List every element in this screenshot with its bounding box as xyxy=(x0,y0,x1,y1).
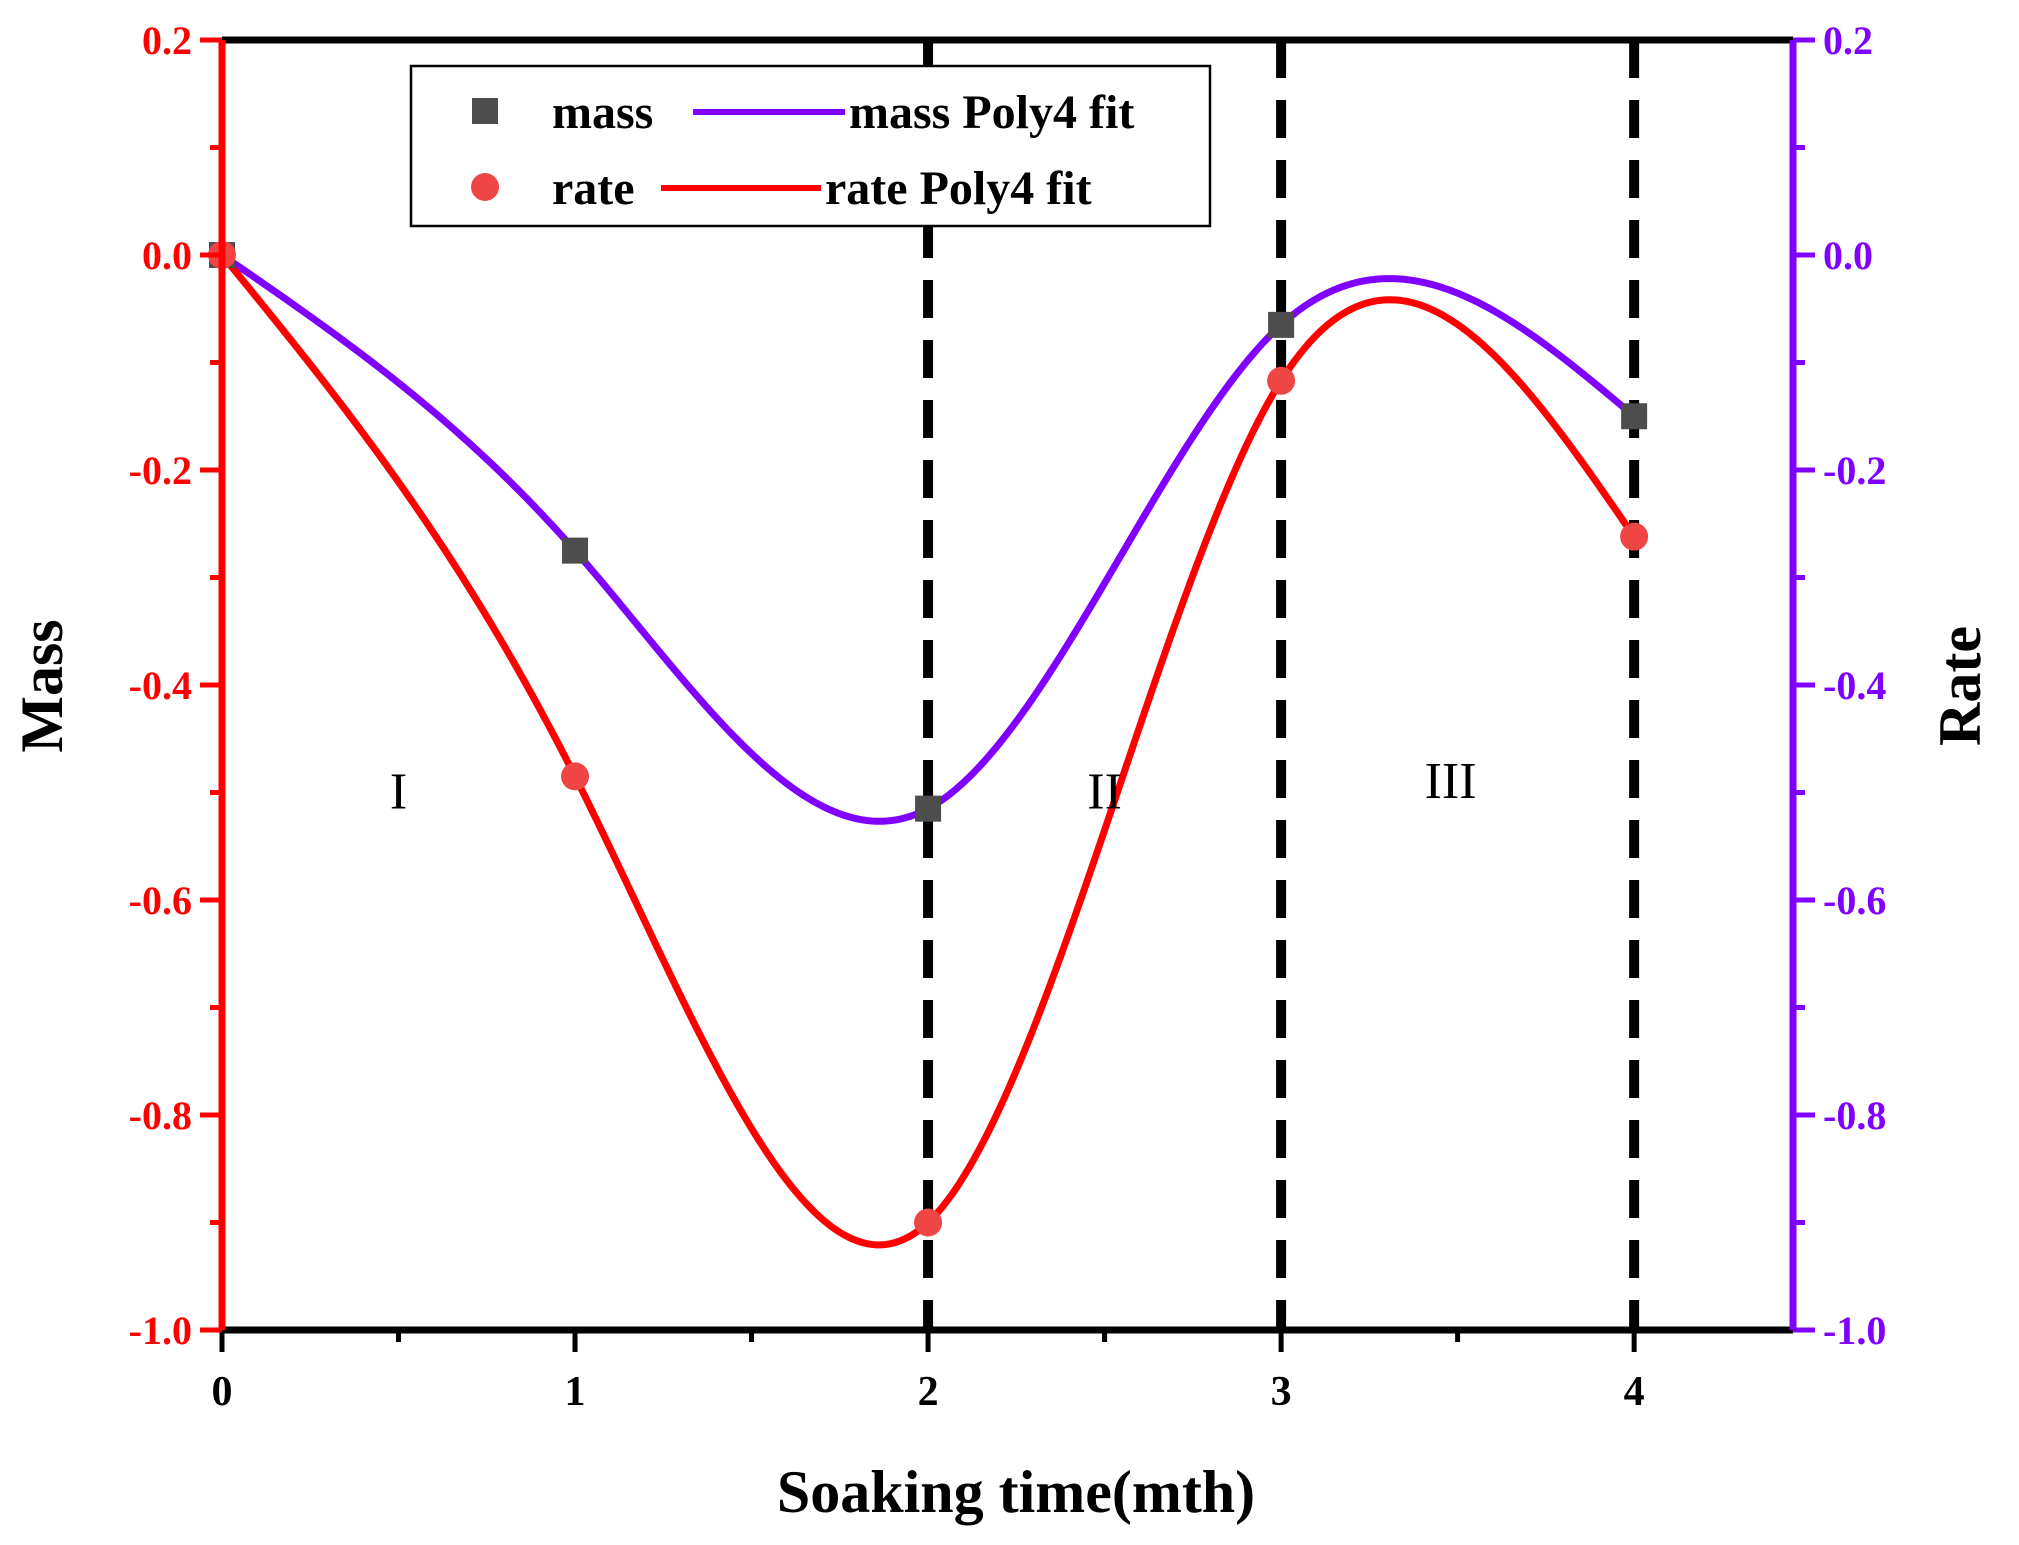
rate-point-2 xyxy=(914,1208,943,1237)
x-axis-title: Soaking time(mth) xyxy=(777,1459,1255,1525)
legend-mass-marker xyxy=(472,98,498,124)
y-right-tick-label-4: -0.6 xyxy=(1823,878,1886,923)
y-left-tick-label-0: 0.2 xyxy=(142,18,192,63)
legend-rate-fit-label: rate Poly4 fit xyxy=(825,162,1092,215)
y-left-tick-label-3: -0.4 xyxy=(129,663,192,708)
mass-point-3 xyxy=(1268,311,1295,338)
rate-point-1 xyxy=(561,762,590,791)
data-points xyxy=(208,241,1649,1237)
y-left-tick-label-6: -1.0 xyxy=(129,1308,192,1353)
axes: 0 1 2 3 4 0.2 0.0 -0.2 -0.4 -0.6 -0.8 -1.0 0.2 0.0 -0.… xyxy=(129,18,1887,1415)
y-left-tick-label-4: -0.6 xyxy=(129,878,192,923)
y-right-tick-label-5: -0.8 xyxy=(1823,1093,1886,1138)
legend-mass-fit-label: mass Poly4 fit xyxy=(849,86,1134,139)
y-right-tick-label-3: -0.4 xyxy=(1823,663,1886,708)
region-labels: I II III xyxy=(390,753,1477,821)
x-tick-label-4: 4 xyxy=(1624,1369,1645,1415)
y-right-tick-label-6: -1.0 xyxy=(1823,1308,1886,1353)
region-label-0: I xyxy=(390,764,407,821)
legend-box xyxy=(409,64,1212,228)
y-right-tick-label-0: 0.2 xyxy=(1823,18,1873,63)
legend-rate-label: rate xyxy=(552,162,635,215)
mass-point-2 xyxy=(915,795,942,822)
x-tick-label-3: 3 xyxy=(1271,1369,1292,1415)
y-left-tick-label-2: -0.2 xyxy=(129,448,192,493)
vertical-divider-lines xyxy=(923,40,1640,1330)
mass-point-4 xyxy=(1621,403,1648,430)
legend-rate-marker xyxy=(471,173,499,201)
legend-mass-label: mass xyxy=(552,86,653,139)
mass-point-1 xyxy=(562,537,589,564)
rate-point-4 xyxy=(1620,522,1649,551)
legend: mass mass Poly4 fit rate rate Poly4 fit xyxy=(409,64,1212,228)
region-label-1: II xyxy=(1087,764,1122,821)
y-right-tick-label-1: 0.0 xyxy=(1823,233,1873,278)
x-tick-label-1: 1 xyxy=(565,1369,586,1415)
y-left-tick-label-1: 0.0 xyxy=(142,233,192,278)
y-left-tick-label-5: -0.8 xyxy=(129,1093,192,1138)
y-axis-right-title: Rate xyxy=(1927,626,1993,746)
y-right-tick-label-2: -0.2 xyxy=(1823,448,1886,493)
x-tick-label-2: 2 xyxy=(918,1369,939,1415)
region-label-2: III xyxy=(1425,753,1477,810)
x-tick-label-0: 0 xyxy=(212,1369,233,1415)
y-axis-left-title: Mass xyxy=(9,619,75,752)
rate-point-3 xyxy=(1267,366,1296,395)
